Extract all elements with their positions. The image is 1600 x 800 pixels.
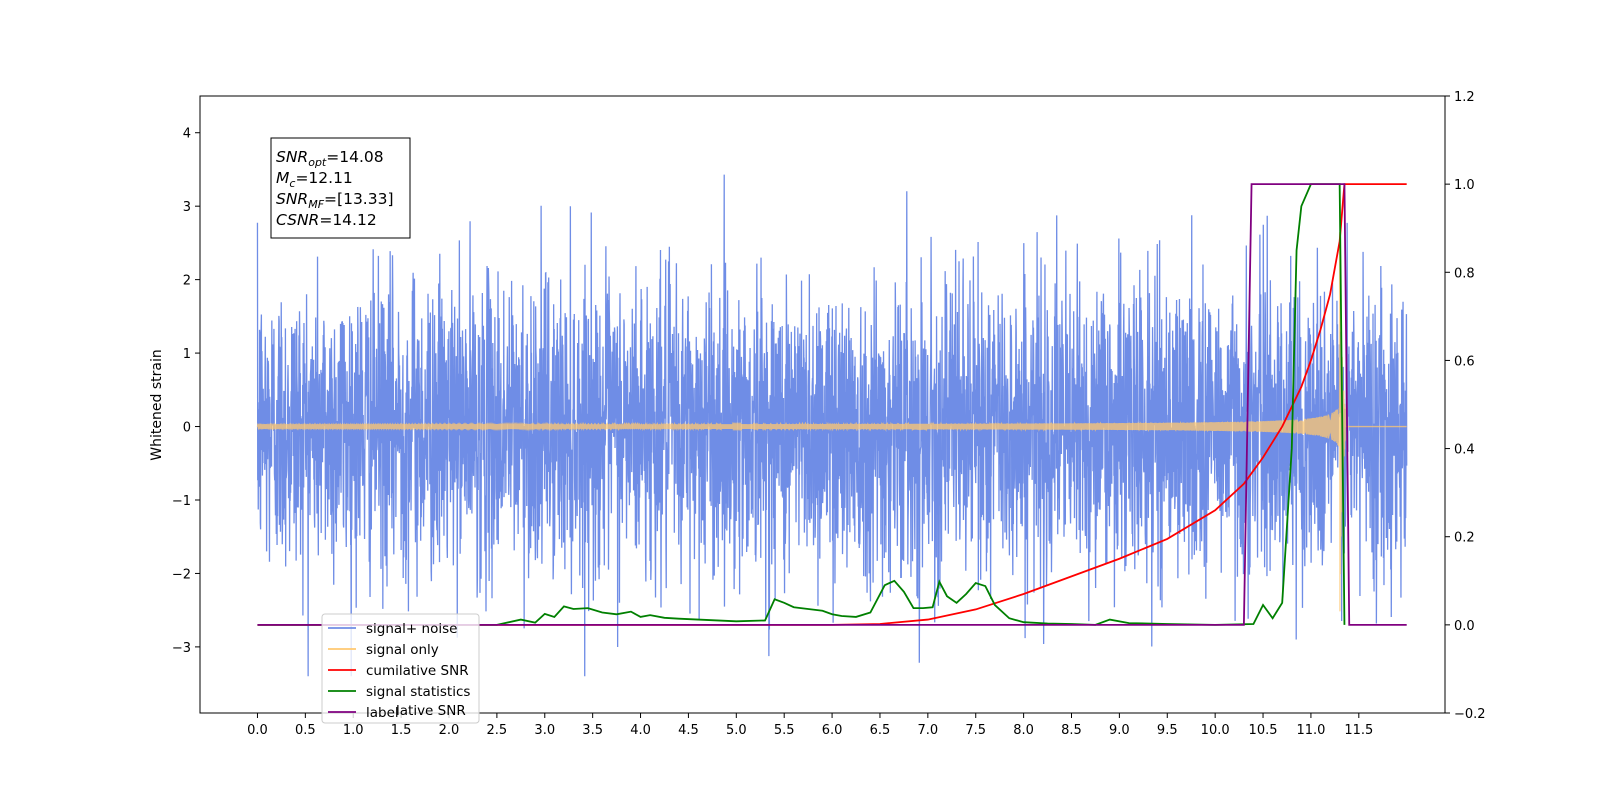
x-tick-label: 2.0 bbox=[439, 723, 460, 738]
annotation-box: SNRopt=14.08Mc=12.11SNRMF=[13.33]CSNR=14… bbox=[270, 137, 411, 239]
y-tick-label: 0 bbox=[183, 421, 191, 436]
x-tick-label: 11.5 bbox=[1344, 723, 1373, 738]
plot-area bbox=[256, 174, 1408, 677]
y-tick-label: −1 bbox=[172, 494, 191, 509]
legend-label: signal statistics bbox=[366, 684, 470, 700]
legend-label: signal+ noise bbox=[366, 621, 457, 637]
y-tick-label: −2 bbox=[172, 567, 191, 582]
legend-label: signal only bbox=[366, 642, 439, 658]
y-tick-label: 3 bbox=[183, 200, 191, 215]
y-axis-label: Whitened strain bbox=[149, 349, 165, 460]
x-tick-label: 5.0 bbox=[726, 723, 747, 738]
x-tick-label: 3.0 bbox=[534, 723, 555, 738]
y2-tick-label: 0.6 bbox=[1454, 354, 1475, 369]
x-tick-label: 0.5 bbox=[295, 723, 316, 738]
x-tick-label: 5.5 bbox=[774, 723, 795, 738]
series-cumilative-snr bbox=[257, 183, 1407, 626]
annotation-frame bbox=[270, 137, 411, 239]
series-signal-statistics bbox=[257, 183, 1346, 626]
legend-frame bbox=[321, 613, 480, 724]
y2-tick-label: 0.8 bbox=[1454, 266, 1475, 281]
y-tick-label: 2 bbox=[183, 274, 191, 289]
x-tick-label: 2.5 bbox=[487, 723, 508, 738]
x-tick-label: 1.0 bbox=[343, 723, 364, 738]
x-tick-label: 9.0 bbox=[1109, 723, 1130, 738]
annotation-line: SNRMF=[13.33] bbox=[276, 190, 394, 211]
series-signal-only bbox=[256, 232, 1407, 612]
plot-frame bbox=[199, 95, 1446, 714]
x-tick-label: 9.5 bbox=[1157, 723, 1178, 738]
y-tick-label: 1 bbox=[183, 347, 191, 362]
x-tick-label: 3.5 bbox=[582, 723, 603, 738]
annotation-line: Mc=12.11 bbox=[276, 169, 353, 190]
legend-label: label bbox=[366, 705, 399, 721]
y2-tick-label: 1.0 bbox=[1454, 178, 1475, 193]
x-tick-label: 6.0 bbox=[822, 723, 843, 738]
series-label bbox=[257, 183, 1407, 626]
x-tick-label: 6.5 bbox=[870, 723, 891, 738]
x-tick-label: 7.0 bbox=[918, 723, 939, 738]
annotation-line: SNRopt=14.08 bbox=[276, 148, 384, 169]
y2-tick-label: 1.2 bbox=[1454, 90, 1475, 105]
annotation-line: CSNR=14.12 bbox=[276, 211, 377, 229]
legend-ghost-text: lative SNR bbox=[396, 703, 466, 719]
y2-tick-label: 0.2 bbox=[1454, 531, 1475, 546]
x-tick-label: 4.0 bbox=[630, 723, 651, 738]
y2-tick-label: −0.2 bbox=[1454, 707, 1486, 722]
axes: 0.0 0.5 1.0 1.5 2.0 2.5 3.0 3.5 4.0 4.5 5.0 5.5 6.0 6… bbox=[172, 90, 1486, 738]
x-tick-label: 10.5 bbox=[1249, 723, 1278, 738]
x-tick-label: 4.5 bbox=[678, 723, 699, 738]
x-tick-label: 7.5 bbox=[965, 723, 986, 738]
x-tick-label: 0.0 bbox=[247, 723, 268, 738]
x-tick-label: 11.0 bbox=[1296, 723, 1325, 738]
legend: lative SNR signal+ noise signal only cumila… bbox=[321, 613, 480, 724]
y-tick-label: 4 bbox=[183, 127, 191, 142]
y-tick-label: −3 bbox=[172, 641, 191, 656]
y2-tick-label: 0.4 bbox=[1454, 443, 1475, 458]
legend-label: cumilative SNR bbox=[366, 663, 469, 679]
x-tick-label: 1.5 bbox=[391, 723, 412, 738]
y2-tick-label: 0.0 bbox=[1454, 619, 1475, 634]
x-tick-label: 10.0 bbox=[1201, 723, 1230, 738]
x-tick-label: 8.0 bbox=[1013, 723, 1034, 738]
x-tick-label: 8.5 bbox=[1061, 723, 1082, 738]
